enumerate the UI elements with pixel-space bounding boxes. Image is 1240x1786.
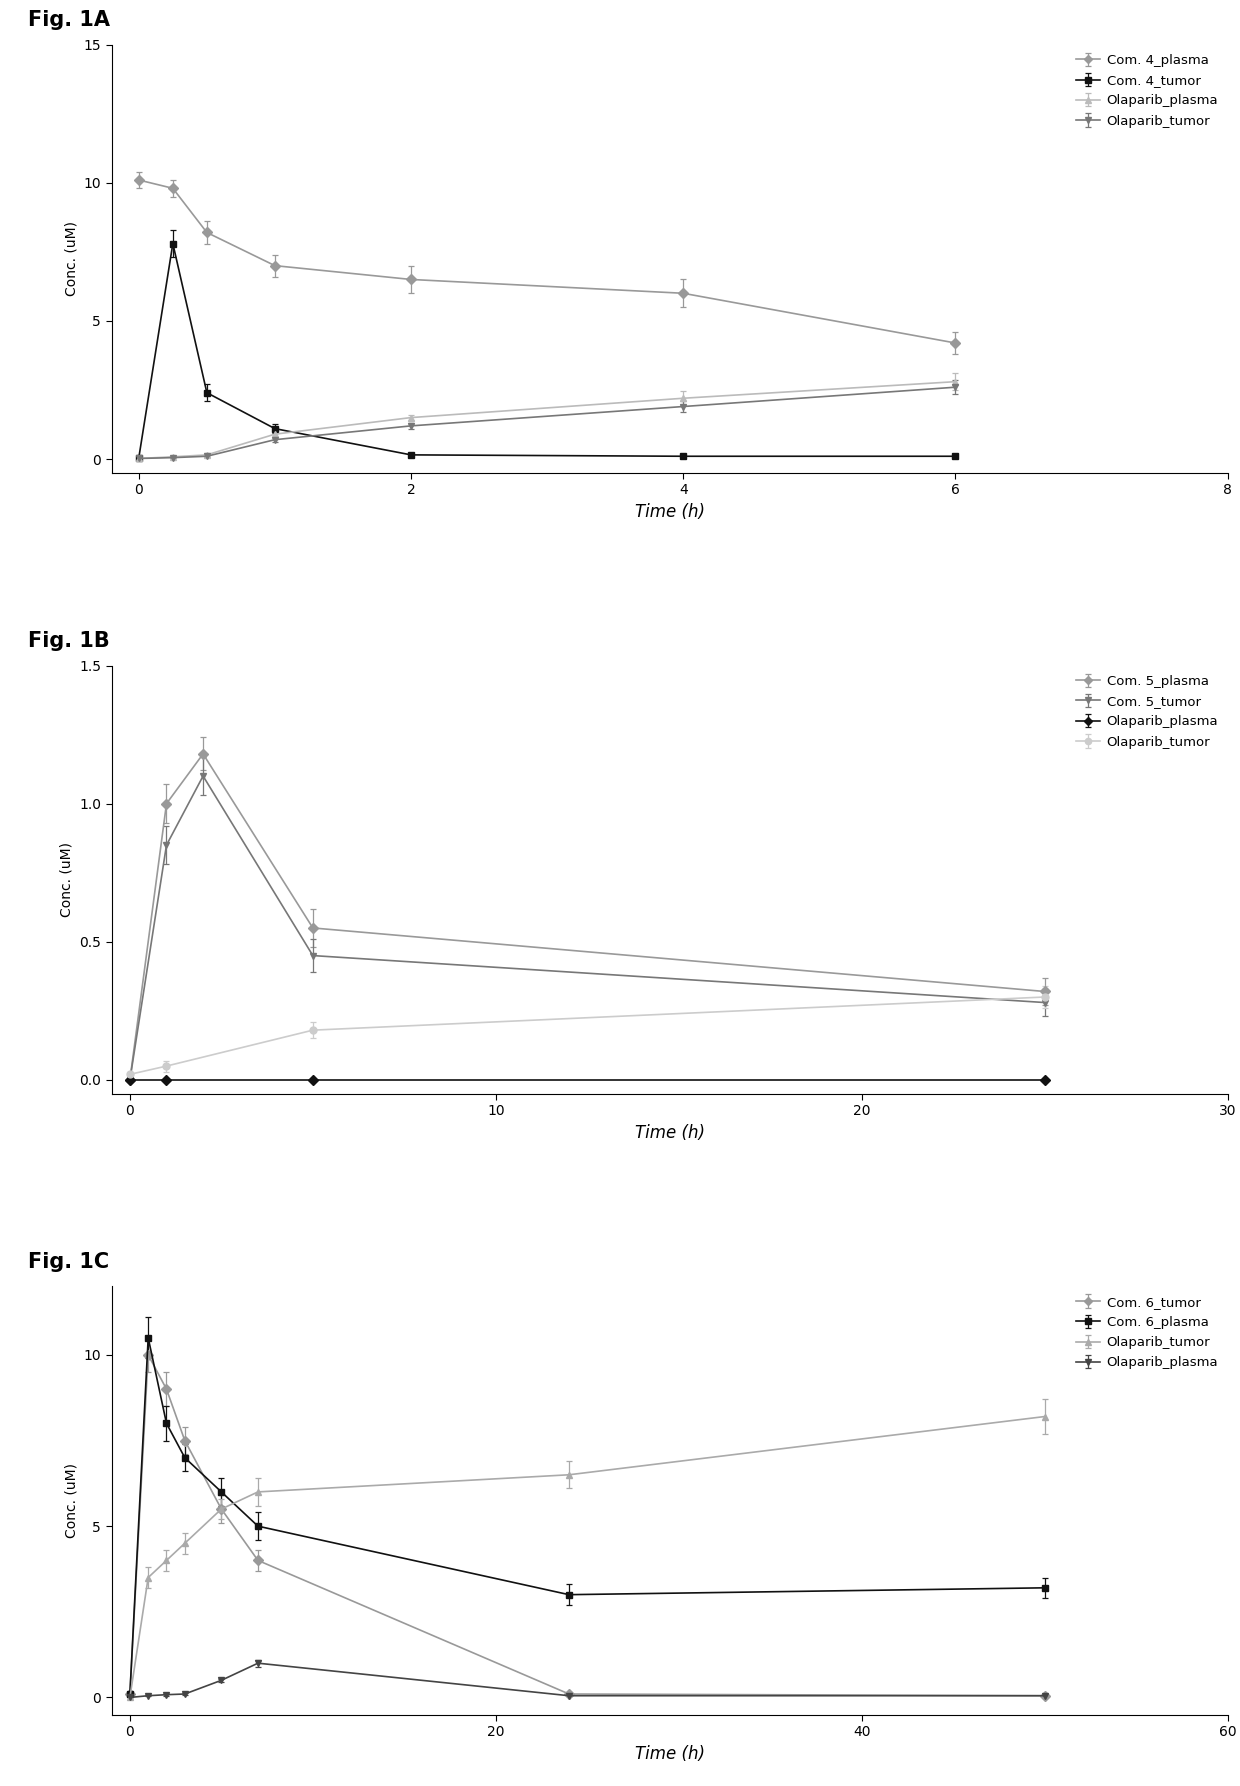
X-axis label: Time (h): Time (h) — [635, 504, 704, 522]
Legend: Com. 4_plasma, Com. 4_tumor, Olaparib_plasma, Olaparib_tumor: Com. 4_plasma, Com. 4_tumor, Olaparib_pl… — [1074, 52, 1221, 130]
Text: Fig. 1B: Fig. 1B — [27, 630, 109, 652]
Legend: Com. 5_plasma, Com. 5_tumor, Olaparib_plasma, Olaparib_tumor: Com. 5_plasma, Com. 5_tumor, Olaparib_pl… — [1074, 672, 1221, 752]
Legend: Com. 6_tumor, Com. 6_plasma, Olaparib_tumor, Olaparib_plasma: Com. 6_tumor, Com. 6_plasma, Olaparib_tu… — [1074, 1293, 1221, 1372]
Text: Fig. 1A: Fig. 1A — [27, 11, 110, 30]
Y-axis label: Conc. (uM): Conc. (uM) — [64, 221, 78, 296]
X-axis label: Time (h): Time (h) — [635, 1123, 704, 1141]
Text: Fig. 1C: Fig. 1C — [27, 1252, 109, 1272]
X-axis label: Time (h): Time (h) — [635, 1745, 704, 1763]
Y-axis label: Conc. (uM): Conc. (uM) — [60, 843, 73, 916]
Y-axis label: Conc. (uM): Conc. (uM) — [64, 1463, 78, 1538]
